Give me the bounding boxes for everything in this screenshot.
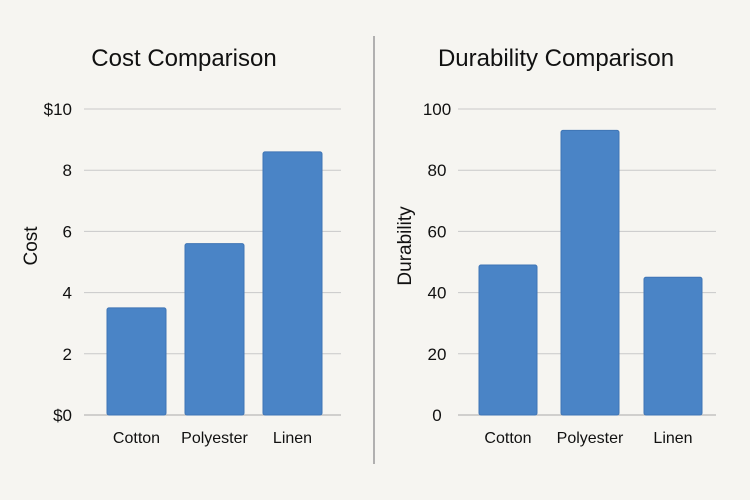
cost-y-tick-label: 8 bbox=[63, 161, 72, 180]
cost-y-tick-label: $10 bbox=[44, 100, 72, 119]
durability-y-ticks: 0 20 40 60 80 100 bbox=[423, 100, 451, 425]
cost-bar-linen bbox=[262, 151, 323, 416]
durability-y-tick-label: 40 bbox=[428, 284, 447, 303]
cost-chart-title: Cost Comparison bbox=[91, 45, 276, 72]
durability-y-tick-label: 60 bbox=[428, 222, 447, 241]
durability-bar-cotton bbox=[478, 264, 538, 416]
durability-y-axis-label: Durability bbox=[395, 206, 416, 286]
durability-bar-polyester bbox=[560, 129, 620, 416]
durability-y-tick-label: 0 bbox=[432, 406, 441, 425]
cost-y-ticks: $0 2 4 6 8 $10 bbox=[44, 100, 72, 425]
cost-bars bbox=[106, 151, 323, 416]
durability-chart-panel: Durability Comparison Durability 0 20 40 60… bbox=[395, 45, 716, 447]
cost-y-tick-label: 4 bbox=[63, 284, 72, 303]
cost-y-axis-label: Cost bbox=[21, 226, 42, 266]
durability-category-label-linen: Linen bbox=[653, 430, 692, 447]
cost-category-label-polyester: Polyester bbox=[181, 430, 248, 447]
cost-chart-panel: Cost Comparison Cost $0 2 4 6 8 $10 Cotton Pol… bbox=[21, 45, 341, 447]
durability-category-label-cotton: Cotton bbox=[484, 430, 531, 447]
durability-y-tick-label: 80 bbox=[428, 161, 447, 180]
cost-y-tick-label: $0 bbox=[53, 406, 72, 425]
durability-bar-linen bbox=[643, 276, 703, 416]
cost-y-tick-label: 2 bbox=[63, 345, 72, 364]
durability-y-tick-label: 20 bbox=[428, 345, 447, 364]
durability-y-tick-label: 100 bbox=[423, 100, 451, 119]
cost-bar-cotton bbox=[106, 307, 167, 416]
durability-category-labels: Cotton Polyester Linen bbox=[484, 430, 692, 447]
durability-chart-title: Durability Comparison bbox=[438, 45, 674, 72]
cost-category-label-linen: Linen bbox=[273, 430, 312, 447]
cost-category-labels: Cotton Polyester Linen bbox=[113, 430, 312, 447]
durability-category-label-polyester: Polyester bbox=[557, 430, 624, 447]
durability-bars bbox=[478, 129, 703, 416]
cost-y-tick-label: 6 bbox=[63, 222, 72, 241]
cost-category-label-cotton: Cotton bbox=[113, 430, 160, 447]
cost-bar-polyester bbox=[184, 243, 245, 416]
